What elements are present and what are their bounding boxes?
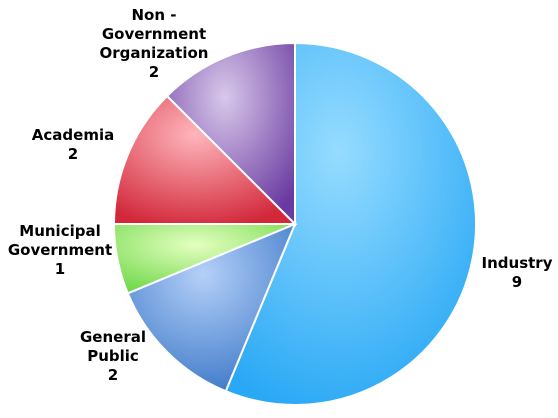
slice-label: Non -Government Organization 2 <box>100 6 209 81</box>
slice-label: General Public 2 <box>80 328 146 384</box>
slice-value: 2 <box>68 145 78 163</box>
slice-label-line: Municipal <box>19 222 100 240</box>
slice-label-line: Public <box>87 347 139 365</box>
slice-value: 2 <box>108 366 118 384</box>
slice-value: 9 <box>512 273 522 291</box>
slice-label: Academia 2 <box>32 126 114 163</box>
pie-slice-academia <box>112 94 298 225</box>
slice-label-line: Non - <box>132 6 177 24</box>
pie-slice-general-public <box>126 222 297 393</box>
pie-slice-industry <box>224 41 477 406</box>
pie-slice-non-government-organization <box>165 41 296 227</box>
pie-slices <box>112 41 477 406</box>
slice-label-line: Academia <box>32 126 114 144</box>
slice-label-line: General <box>80 328 146 346</box>
slice-label: Industry 9 <box>482 254 553 291</box>
slice-value: 1 <box>55 260 65 278</box>
slice-label-line: Government <box>102 25 206 43</box>
slice-value: 2 <box>149 63 159 81</box>
slice-label-line: Organization <box>100 44 209 62</box>
slice-label-line: Government <box>8 241 112 259</box>
slice-label-line: Industry <box>482 254 553 272</box>
slice-label: Municipal Government 1 <box>8 222 112 278</box>
